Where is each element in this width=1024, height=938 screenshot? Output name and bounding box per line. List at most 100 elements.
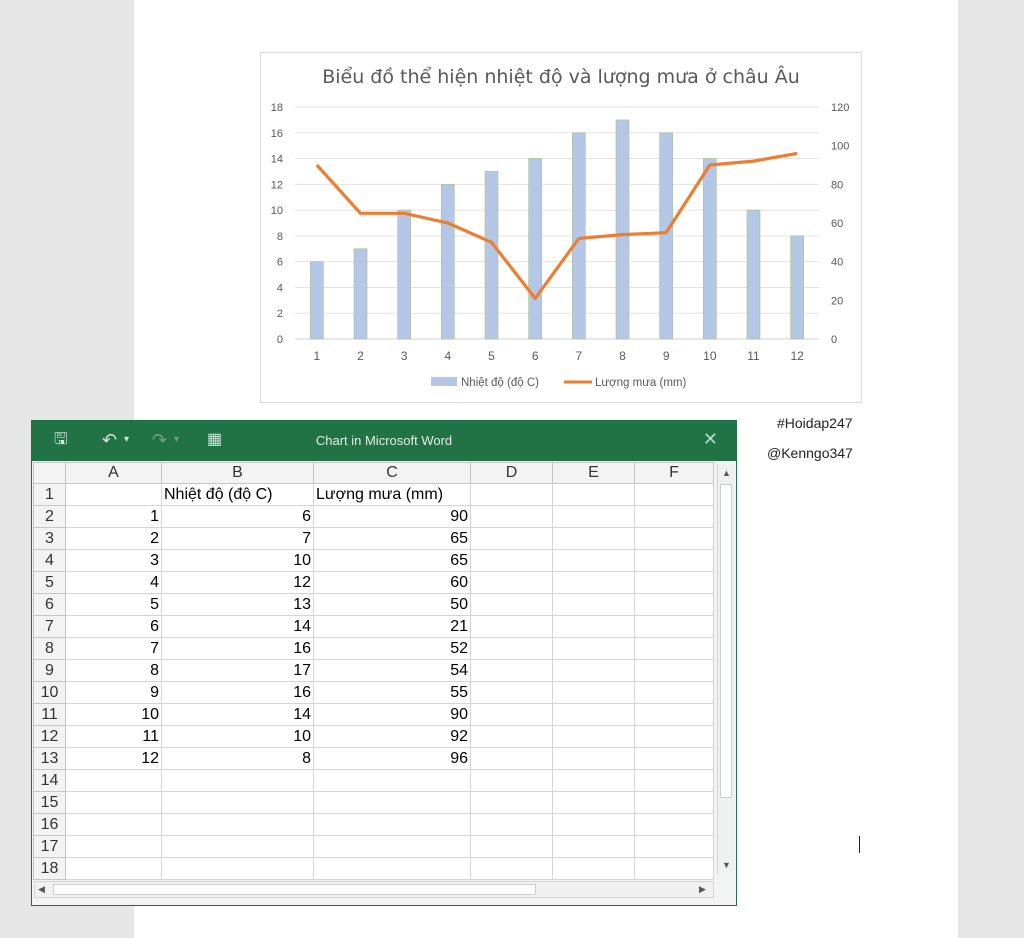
column-header-f[interactable]: F bbox=[634, 462, 714, 484]
cell[interactable]: 8 bbox=[161, 747, 314, 770]
cell[interactable] bbox=[552, 681, 635, 704]
row-header[interactable]: 2 bbox=[33, 505, 66, 528]
cell[interactable] bbox=[552, 505, 635, 528]
cell[interactable] bbox=[470, 747, 553, 770]
cell[interactable]: 1 bbox=[65, 505, 162, 528]
cell[interactable]: 65 bbox=[313, 527, 471, 550]
row-header[interactable]: 12 bbox=[33, 725, 66, 748]
cell[interactable] bbox=[161, 835, 314, 858]
row-header[interactable]: 9 bbox=[33, 659, 66, 682]
cell[interactable] bbox=[552, 637, 635, 660]
cell[interactable] bbox=[161, 769, 314, 792]
cell[interactable]: 8 bbox=[65, 659, 162, 682]
embedded-chart[interactable]: Biểu đồ thể hiện nhiệt độ và lượng mưa ở… bbox=[260, 52, 862, 403]
cell[interactable] bbox=[634, 571, 714, 594]
cell[interactable]: 12 bbox=[65, 747, 162, 770]
cell[interactable]: 16 bbox=[161, 681, 314, 704]
cell[interactable] bbox=[470, 505, 553, 528]
cell[interactable]: 14 bbox=[161, 615, 314, 638]
vertical-scrollbar[interactable]: ▲ ▼ bbox=[717, 464, 735, 874]
row-header[interactable]: 15 bbox=[33, 791, 66, 814]
select-all-corner[interactable] bbox=[33, 462, 66, 484]
horizontal-scroll-thumb[interactable] bbox=[53, 884, 536, 895]
column-header-b[interactable]: B bbox=[161, 462, 314, 484]
cell[interactable] bbox=[65, 835, 162, 858]
row-header[interactable]: 10 bbox=[33, 681, 66, 704]
cell[interactable]: 3 bbox=[65, 549, 162, 572]
cell[interactable]: 52 bbox=[313, 637, 471, 660]
cell[interactable] bbox=[470, 725, 553, 748]
column-header-e[interactable]: E bbox=[552, 462, 635, 484]
cell[interactable] bbox=[552, 857, 635, 880]
cell[interactable] bbox=[634, 857, 714, 880]
column-header-a[interactable]: A bbox=[65, 462, 162, 484]
close-icon[interactable]: ✕ bbox=[702, 429, 718, 449]
cell[interactable]: 60 bbox=[313, 571, 471, 594]
cell[interactable] bbox=[65, 857, 162, 880]
cell[interactable] bbox=[634, 593, 714, 616]
row-header[interactable]: 13 bbox=[33, 747, 66, 770]
horizontal-scrollbar[interactable]: ◀ ▶ bbox=[34, 881, 714, 898]
cell[interactable]: 65 bbox=[313, 549, 471, 572]
cell[interactable] bbox=[634, 659, 714, 682]
cell[interactable]: 7 bbox=[161, 527, 314, 550]
undo-dropdown-icon[interactable]: ▾ bbox=[124, 434, 130, 445]
spreadsheet-grid[interactable]: A B C D E F 1 Nhiệt độ (độ C) Lượng mưa (mm) 2 1 6 9… bbox=[33, 462, 714, 880]
cell[interactable]: 10 bbox=[161, 725, 314, 748]
scroll-right-icon[interactable]: ▶ bbox=[699, 884, 706, 894]
cell[interactable] bbox=[470, 483, 553, 506]
vertical-scroll-thumb[interactable] bbox=[720, 484, 732, 798]
cell[interactable]: 90 bbox=[313, 703, 471, 726]
cell[interactable] bbox=[634, 747, 714, 770]
cell[interactable]: 21 bbox=[313, 615, 471, 638]
cell[interactable] bbox=[634, 615, 714, 638]
cell[interactable] bbox=[470, 703, 553, 726]
cell[interactable] bbox=[313, 857, 471, 880]
cell[interactable] bbox=[470, 813, 553, 836]
cell[interactable] bbox=[470, 769, 553, 792]
cell[interactable]: 16 bbox=[161, 637, 314, 660]
cell[interactable]: 4 bbox=[65, 571, 162, 594]
cell[interactable] bbox=[634, 681, 714, 704]
cell[interactable]: 14 bbox=[161, 703, 314, 726]
cell[interactable] bbox=[634, 505, 714, 528]
cell[interactable] bbox=[552, 813, 635, 836]
cell[interactable] bbox=[470, 681, 553, 704]
cell[interactable]: 10 bbox=[65, 703, 162, 726]
cell[interactable] bbox=[313, 835, 471, 858]
cell[interactable] bbox=[634, 637, 714, 660]
cell[interactable] bbox=[634, 835, 714, 858]
cell[interactable] bbox=[634, 483, 714, 506]
cell[interactable] bbox=[634, 725, 714, 748]
cell[interactable] bbox=[552, 747, 635, 770]
cell[interactable] bbox=[470, 571, 553, 594]
cell[interactable] bbox=[470, 659, 553, 682]
cell[interactable] bbox=[552, 593, 635, 616]
row-header[interactable]: 14 bbox=[33, 769, 66, 792]
cell[interactable] bbox=[634, 813, 714, 836]
cell[interactable]: 6 bbox=[161, 505, 314, 528]
cell[interactable]: 5 bbox=[65, 593, 162, 616]
cell[interactable] bbox=[470, 549, 553, 572]
column-header-d[interactable]: D bbox=[470, 462, 553, 484]
cell[interactable] bbox=[65, 769, 162, 792]
cell[interactable]: 50 bbox=[313, 593, 471, 616]
cell[interactable] bbox=[552, 571, 635, 594]
cell[interactable] bbox=[313, 813, 471, 836]
cell[interactable] bbox=[552, 615, 635, 638]
row-header[interactable]: 7 bbox=[33, 615, 66, 638]
cell[interactable] bbox=[470, 615, 553, 638]
cell[interactable] bbox=[65, 791, 162, 814]
row-header[interactable]: 6 bbox=[33, 593, 66, 616]
cell[interactable]: 10 bbox=[161, 549, 314, 572]
cell[interactable] bbox=[470, 527, 553, 550]
save-icon[interactable]: 🖫 bbox=[54, 431, 68, 448]
cell[interactable] bbox=[552, 769, 635, 792]
scroll-up-icon[interactable]: ▲ bbox=[722, 468, 731, 478]
cell[interactable] bbox=[313, 791, 471, 814]
cell[interactable] bbox=[470, 791, 553, 814]
cell[interactable] bbox=[552, 527, 635, 550]
cell[interactable] bbox=[634, 549, 714, 572]
cell[interactable] bbox=[470, 637, 553, 660]
